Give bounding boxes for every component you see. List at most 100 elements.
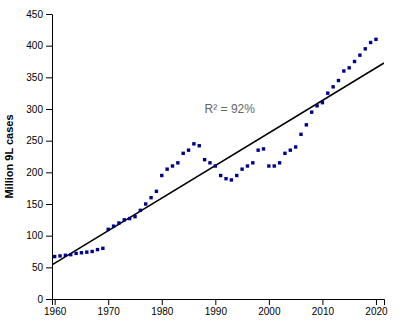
tick-mark xyxy=(46,204,52,205)
point xyxy=(139,209,142,212)
point xyxy=(337,79,340,82)
point xyxy=(149,196,152,199)
point xyxy=(331,85,334,88)
tick-mark xyxy=(46,109,52,110)
point xyxy=(58,254,61,257)
tick-label: 300 xyxy=(26,104,43,115)
point xyxy=(90,250,93,253)
point xyxy=(85,250,88,253)
point xyxy=(299,133,302,136)
tick-label: 450 xyxy=(26,9,43,20)
point xyxy=(219,174,222,177)
point xyxy=(347,66,350,69)
tick: 1960 xyxy=(44,299,67,317)
tick-label: 1990 xyxy=(205,306,228,317)
point xyxy=(240,167,243,170)
point xyxy=(214,164,217,167)
point xyxy=(144,202,147,205)
point xyxy=(374,38,377,41)
tick-mark xyxy=(46,141,52,142)
point xyxy=(112,224,115,227)
tick-label: 2010 xyxy=(312,306,335,317)
point xyxy=(267,164,270,167)
y-axis-line xyxy=(46,15,53,300)
tick-label: 350 xyxy=(26,72,43,83)
point xyxy=(224,177,227,180)
tick-label: 0 xyxy=(37,294,43,305)
point xyxy=(230,178,233,181)
tick: 50 xyxy=(32,262,52,273)
point xyxy=(176,161,179,164)
point xyxy=(69,253,72,256)
point xyxy=(342,69,345,72)
tick-label: 150 xyxy=(26,199,43,210)
point xyxy=(256,148,259,151)
point xyxy=(203,158,206,161)
point xyxy=(101,247,104,250)
tick-mark xyxy=(46,236,52,237)
tick-mark xyxy=(46,14,52,15)
tick: 1990 xyxy=(205,299,228,317)
tick: 0 xyxy=(37,294,52,305)
point xyxy=(64,254,67,257)
tick: 250 xyxy=(26,135,52,146)
tick-mark xyxy=(108,299,109,305)
point xyxy=(310,110,313,113)
point xyxy=(155,190,158,193)
tick: 2000 xyxy=(258,299,281,317)
point xyxy=(198,144,201,147)
point xyxy=(358,53,361,56)
point xyxy=(278,161,281,164)
y-axis: 0 50 100 150 200 250 300 350 400 450 xyxy=(26,9,52,305)
point xyxy=(208,161,211,164)
tick: 100 xyxy=(26,230,52,241)
point xyxy=(246,164,249,167)
y-axis-title: Million 9L cases xyxy=(3,114,15,198)
annotation: R² = 92% xyxy=(205,102,256,116)
tick-mark xyxy=(46,299,52,300)
tick-label: 1980 xyxy=(151,306,174,317)
tick-mark xyxy=(322,299,323,305)
trend-line xyxy=(52,63,384,265)
point xyxy=(294,145,297,148)
tick-mark xyxy=(215,299,216,305)
tick: 350 xyxy=(26,72,52,83)
tick-label: 2020 xyxy=(365,306,388,317)
tick: 450 xyxy=(26,9,52,20)
point xyxy=(305,123,308,126)
point xyxy=(273,164,276,167)
point xyxy=(133,215,136,218)
tick-label: 400 xyxy=(26,40,43,51)
point xyxy=(251,161,254,164)
tick-label: 250 xyxy=(26,135,43,146)
point xyxy=(235,174,238,177)
point xyxy=(117,221,120,224)
point xyxy=(187,148,190,151)
tick-label: 1960 xyxy=(44,306,67,317)
point xyxy=(262,147,265,150)
point xyxy=(315,104,318,107)
point xyxy=(160,174,163,177)
tick-mark xyxy=(376,299,377,305)
tick-label: 2000 xyxy=(258,306,281,317)
point xyxy=(165,167,168,170)
plot: 1960 1970 1980 1990 2000 2010 2020 0 50 100 150 200… xyxy=(26,9,388,317)
point xyxy=(74,252,77,255)
marks xyxy=(52,38,384,265)
point xyxy=(107,228,110,231)
tick-mark xyxy=(162,299,163,305)
x-axis: 1960 1970 1980 1990 2000 2010 2020 xyxy=(44,299,388,317)
point xyxy=(123,218,126,221)
tick: 400 xyxy=(26,40,52,51)
point xyxy=(353,60,356,63)
tick-label: 50 xyxy=(32,262,44,273)
chart: 1960 1970 1980 1990 2000 2010 2020 0 50 100 150 200… xyxy=(0,0,400,327)
tick-mark xyxy=(269,299,270,305)
tick: 200 xyxy=(26,167,52,178)
point xyxy=(321,101,324,104)
point xyxy=(192,142,195,145)
point xyxy=(283,152,286,155)
tick: 300 xyxy=(26,104,52,115)
tick-label: 1970 xyxy=(98,306,121,317)
point xyxy=(369,41,372,44)
